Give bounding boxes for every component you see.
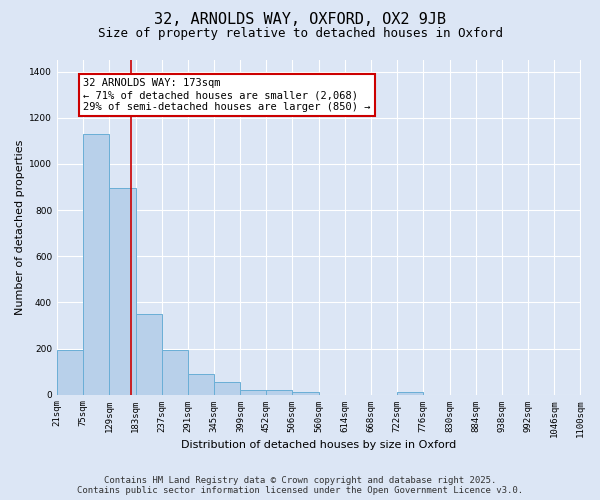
Text: Size of property relative to detached houses in Oxford: Size of property relative to detached ho…	[97, 28, 503, 40]
Bar	[292, 392, 319, 394]
Bar	[136, 314, 162, 394]
Text: 32, ARNOLDS WAY, OXFORD, OX2 9JB: 32, ARNOLDS WAY, OXFORD, OX2 9JB	[154, 12, 446, 28]
Y-axis label: Number of detached properties: Number of detached properties	[15, 140, 25, 315]
Bar	[214, 382, 241, 394]
Bar	[83, 134, 109, 394]
Bar	[188, 374, 214, 394]
X-axis label: Distribution of detached houses by size in Oxford: Distribution of detached houses by size …	[181, 440, 457, 450]
Text: 32 ARNOLDS WAY: 173sqm
← 71% of detached houses are smaller (2,068)
29% of semi-: 32 ARNOLDS WAY: 173sqm ← 71% of detached…	[83, 78, 371, 112]
Bar	[397, 392, 424, 394]
Text: Contains HM Land Registry data © Crown copyright and database right 2025.
Contai: Contains HM Land Registry data © Crown c…	[77, 476, 523, 495]
Bar	[162, 350, 188, 395]
Bar	[241, 390, 266, 394]
Bar	[266, 390, 292, 394]
Bar	[57, 350, 83, 395]
Bar	[109, 188, 136, 394]
